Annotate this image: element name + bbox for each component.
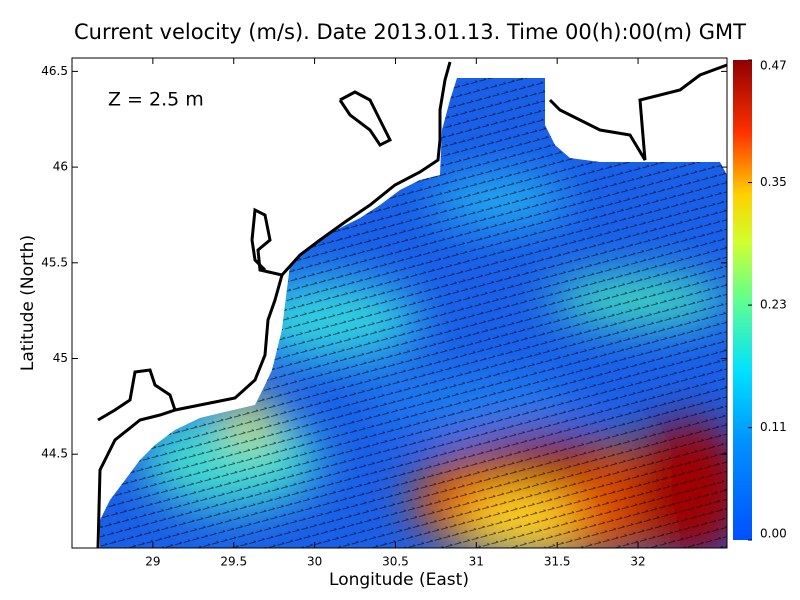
x-tick-label: 29.5 (220, 555, 247, 569)
chart-title: Current velocity (m/s). Date 2013.01.13.… (74, 20, 746, 44)
depth-annotation: Z = 2.5 m (108, 89, 204, 111)
x-tick-label: 31.5 (544, 555, 571, 569)
x-tick-label: 29 (145, 555, 160, 569)
y-tick-label: 45.5 (41, 255, 68, 269)
x-tick-label: 32 (630, 555, 645, 569)
colorbar-tick-label: 0.23 (760, 298, 787, 312)
velocity-field (100, 78, 727, 548)
x-axis-label: Longitude (East) (329, 570, 469, 590)
colorbar (733, 60, 752, 540)
y-tick-label: 44.5 (41, 447, 68, 461)
colorbar-tick-label: 0.00 (760, 527, 787, 541)
y-tick-label: 45 (53, 351, 68, 365)
x-tick-label: 30.5 (382, 555, 409, 569)
colorbar-tick-label: 0.11 (760, 420, 787, 434)
colorbar-tick-label: 0.35 (760, 175, 787, 189)
y-axis-label: Latitude (North) (18, 235, 38, 371)
x-tick-label: 30 (307, 555, 322, 569)
x-tick-label: 31 (469, 555, 484, 569)
plot-frame (71, 57, 728, 549)
y-tick-label: 46 (53, 160, 68, 174)
coastline (96, 61, 728, 549)
colorbar-tick-label: 0.47 (760, 59, 787, 73)
y-tick-label: 46.5 (41, 64, 68, 78)
